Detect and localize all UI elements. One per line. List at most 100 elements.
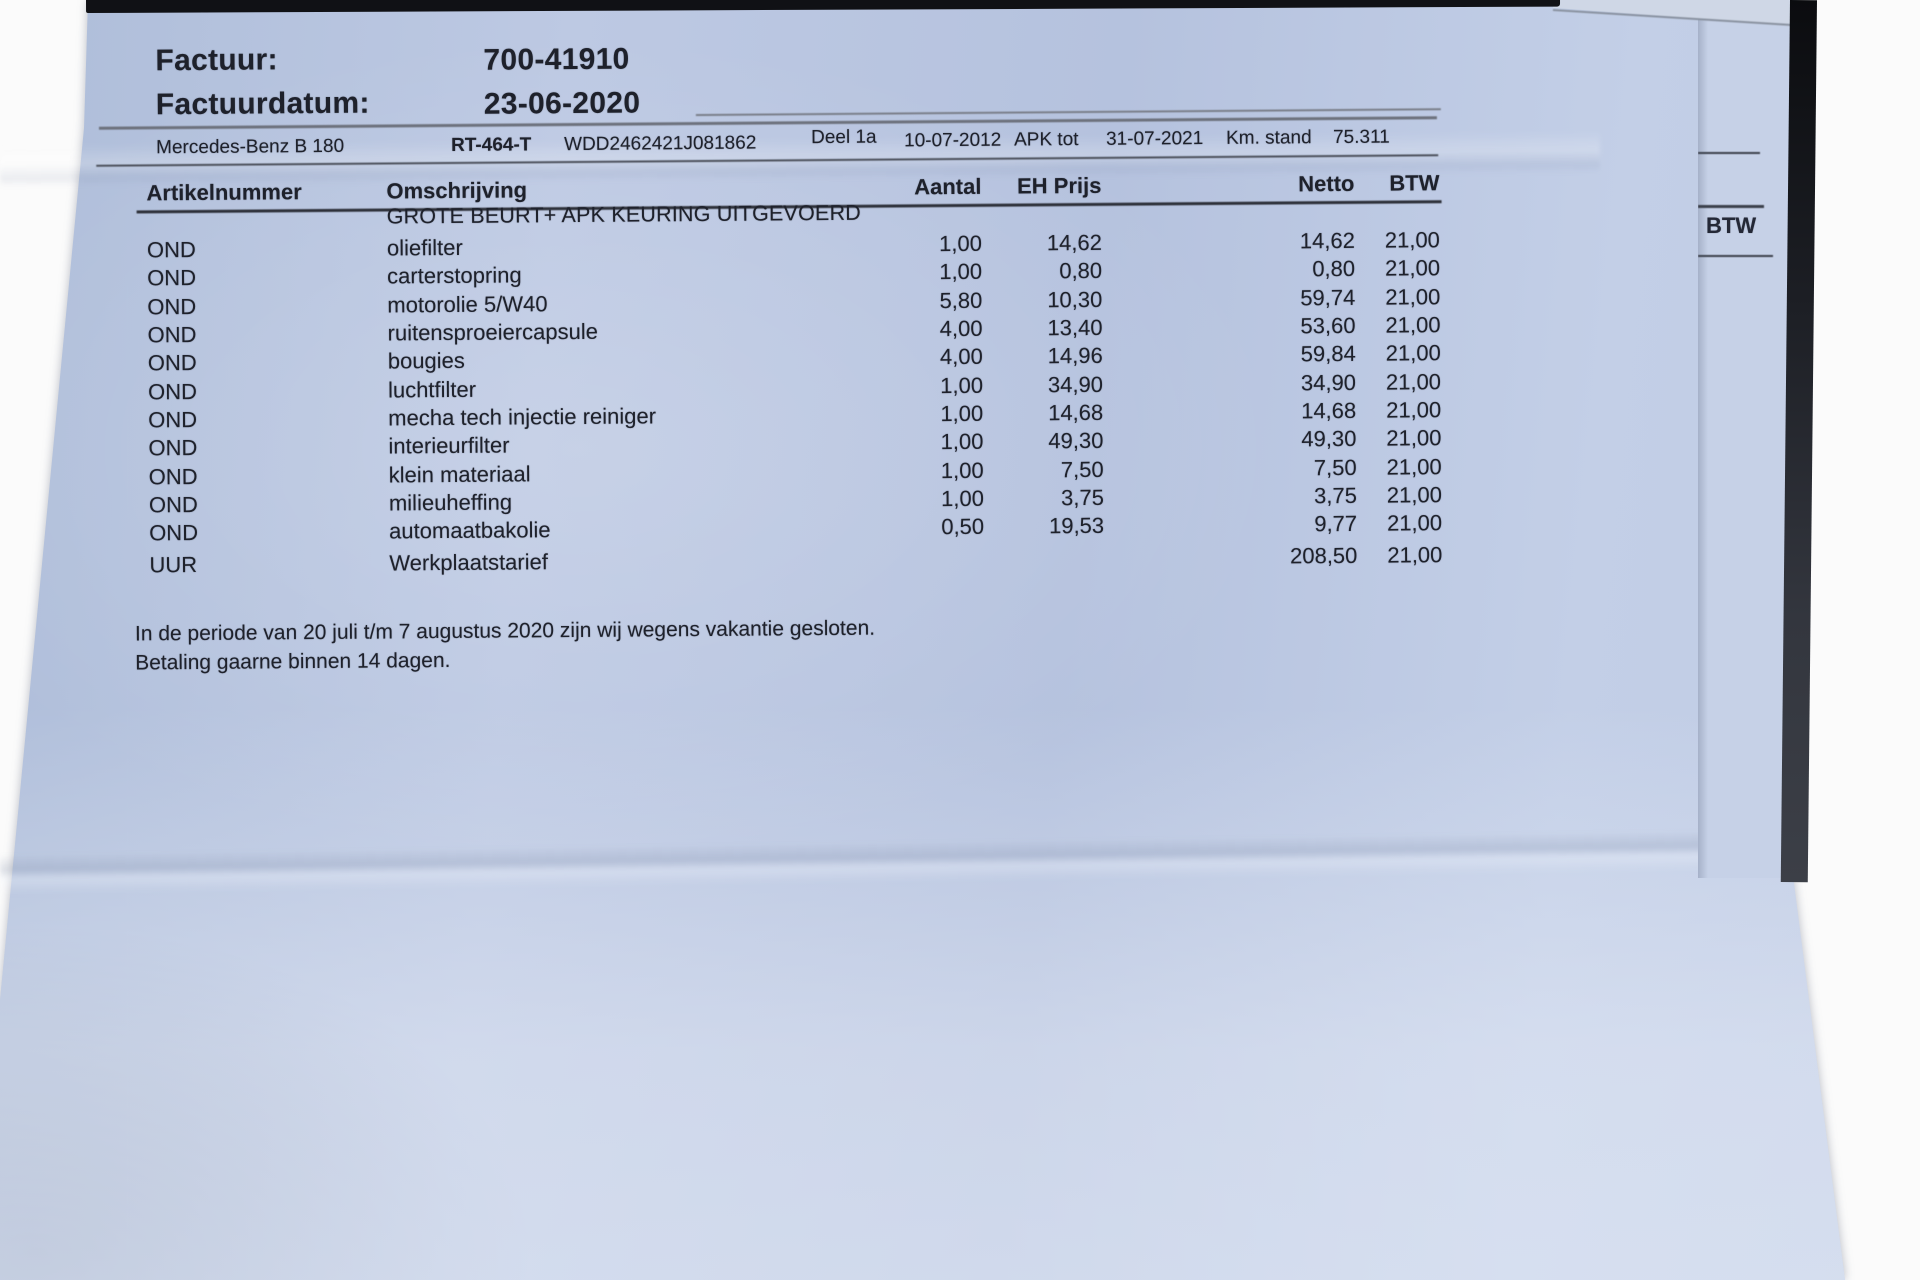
- row-vat: 21,00: [1384, 227, 1440, 253]
- row-quantity: 1,00: [940, 372, 984, 398]
- row-quantity: [829, 559, 984, 560]
- row-quantity: 1,00: [940, 400, 984, 427]
- row-unit-price: 3,75: [1060, 484, 1104, 511]
- row-article-code: OND: [147, 265, 197, 291]
- col-header-quantity: Aantal: [914, 173, 982, 200]
- row-quantity: 1,00: [939, 259, 983, 285]
- row-net: 14,68: [1301, 397, 1357, 424]
- row-vat: 21,00: [1386, 453, 1442, 480]
- row-article-code: OND: [147, 378, 198, 404]
- row-article-code: OND: [147, 322, 197, 348]
- row-quantity: 1,00: [940, 485, 984, 511]
- row-description: luchtfilter: [387, 376, 477, 403]
- job-title-line: GROTE BEURT+ APK KEURING UITGEVOERD: [386, 200, 862, 229]
- row-description: automaatbakolie: [389, 517, 551, 544]
- vehicle-license-plate: RT-464-T: [451, 134, 532, 156]
- row-unit-price: [984, 558, 1104, 559]
- row-unit-price: 19,53: [1048, 512, 1105, 539]
- line-items: OND oliefilter 1,00 14,62 14,62 21,00 ON…: [147, 226, 1443, 580]
- vehicle-part: Deel 1a: [810, 126, 877, 149]
- note-payment-terms: Betaling gaarne binnen 14 dagen.: [135, 649, 451, 675]
- sliver-btw-header: BTW: [1706, 213, 1757, 238]
- row-description: mecha tech injectie reiniger: [388, 403, 657, 431]
- row-vat: 21,00: [1387, 542, 1443, 569]
- row-quantity: 1,00: [938, 230, 982, 257]
- row-unit-price: 10,30: [1047, 286, 1103, 313]
- invoice-date-label: Factuurdatum:: [155, 86, 370, 122]
- vehicle-apk-label: APK tot: [1013, 129, 1079, 151]
- row-quantity: 4,00: [939, 344, 983, 370]
- vehicle-odometer-label: Km. stand: [1225, 127, 1312, 149]
- sheet-behind-sliver: BTW: [1698, 0, 1797, 878]
- row-net: 34,90: [1300, 369, 1357, 395]
- row-description: interieurfilter: [388, 432, 510, 459]
- row-net: 9,77: [1314, 510, 1358, 537]
- sliver-rule: [1698, 205, 1764, 208]
- invoice-date-value: 23-06-2020: [483, 86, 641, 121]
- row-article-code: OND: [149, 520, 199, 546]
- row-article-code: OND: [148, 435, 198, 461]
- row-unit-price: 14,68: [1048, 399, 1104, 426]
- row-net: 0,80: [1312, 256, 1356, 282]
- col-header-net: Netto: [1298, 170, 1355, 197]
- col-header-description: Omschrijving: [386, 177, 528, 204]
- row-vat: 21,00: [1386, 482, 1442, 508]
- row-net: 208,50: [1289, 543, 1358, 569]
- col-header-unit-price: EH Prijs: [1016, 172, 1102, 199]
- invoice-number-label: Factuur:: [155, 43, 278, 78]
- row-net: 14,62: [1299, 228, 1355, 254]
- col-header-article-number: Artikelnummer: [146, 179, 302, 206]
- row-net: 49,30: [1301, 426, 1357, 452]
- row-unit-price: 13,40: [1047, 314, 1103, 341]
- invoice-number-value: 700-41910: [483, 42, 630, 77]
- row-quantity: 0,50: [941, 513, 985, 540]
- row-article-code: OND: [148, 491, 198, 518]
- row-quantity: 5,80: [939, 287, 983, 313]
- row-net: 3,75: [1313, 482, 1357, 509]
- row-unit-price: 0,80: [1059, 258, 1103, 284]
- row-description: klein materiaal: [388, 460, 531, 487]
- row-unit-price: 34,90: [1047, 371, 1104, 397]
- row-net: 7,50: [1313, 454, 1357, 480]
- row-unit-price: 7,50: [1060, 456, 1104, 482]
- sliver-rule: [1698, 152, 1760, 154]
- vehicle-apk-until: 31-07-2021: [1105, 128, 1204, 150]
- col-header-vat: BTW: [1389, 170, 1440, 196]
- row-net: 59,84: [1300, 341, 1356, 367]
- vehicle-vin: WDD2462421J081862: [564, 132, 757, 156]
- row-article-code: UUR: [149, 552, 198, 578]
- row-article-code: OND: [146, 237, 196, 263]
- row-description: ruitensproeiercapsule: [387, 318, 599, 346]
- row-vat: 21,00: [1386, 397, 1442, 423]
- table-row: UUR Werkplaatstarief 208,50 21,00: [149, 541, 1442, 579]
- row-unit-price: 14,62: [1046, 230, 1102, 256]
- row-quantity: 4,00: [939, 315, 983, 342]
- row-net: 59,74: [1300, 284, 1356, 311]
- row-net: 53,60: [1300, 312, 1356, 339]
- row-vat: 21,00: [1386, 425, 1442, 451]
- row-unit-price: 49,30: [1048, 428, 1104, 454]
- row-article-code: OND: [147, 293, 197, 320]
- sliver-rule: [1698, 255, 1773, 257]
- row-article-code: OND: [147, 350, 197, 376]
- row-vat: 21,00: [1385, 312, 1441, 338]
- row-description: Werkplaatstarief: [389, 549, 549, 576]
- note-vacation: In de periode van 20 juli t/m 7 augustus…: [134, 616, 876, 646]
- row-article-code: OND: [148, 463, 198, 489]
- row-quantity: 1,00: [940, 429, 984, 455]
- row-vat: 21,00: [1386, 510, 1443, 536]
- vehicle-odometer-value: 75.311: [1332, 126, 1390, 149]
- row-vat: 21,00: [1384, 255, 1441, 282]
- row-vat: 21,00: [1385, 340, 1441, 366]
- row-article-code: OND: [148, 406, 198, 433]
- row-quantity: 1,00: [940, 457, 984, 483]
- row-description: motorolie 5/W40: [387, 290, 548, 318]
- row-description: oliefilter: [386, 235, 463, 261]
- row-description: carterstopring: [387, 262, 522, 289]
- row-description: bougies: [387, 348, 465, 374]
- vehicle-model: Mercedes-Benz B 180: [156, 135, 345, 159]
